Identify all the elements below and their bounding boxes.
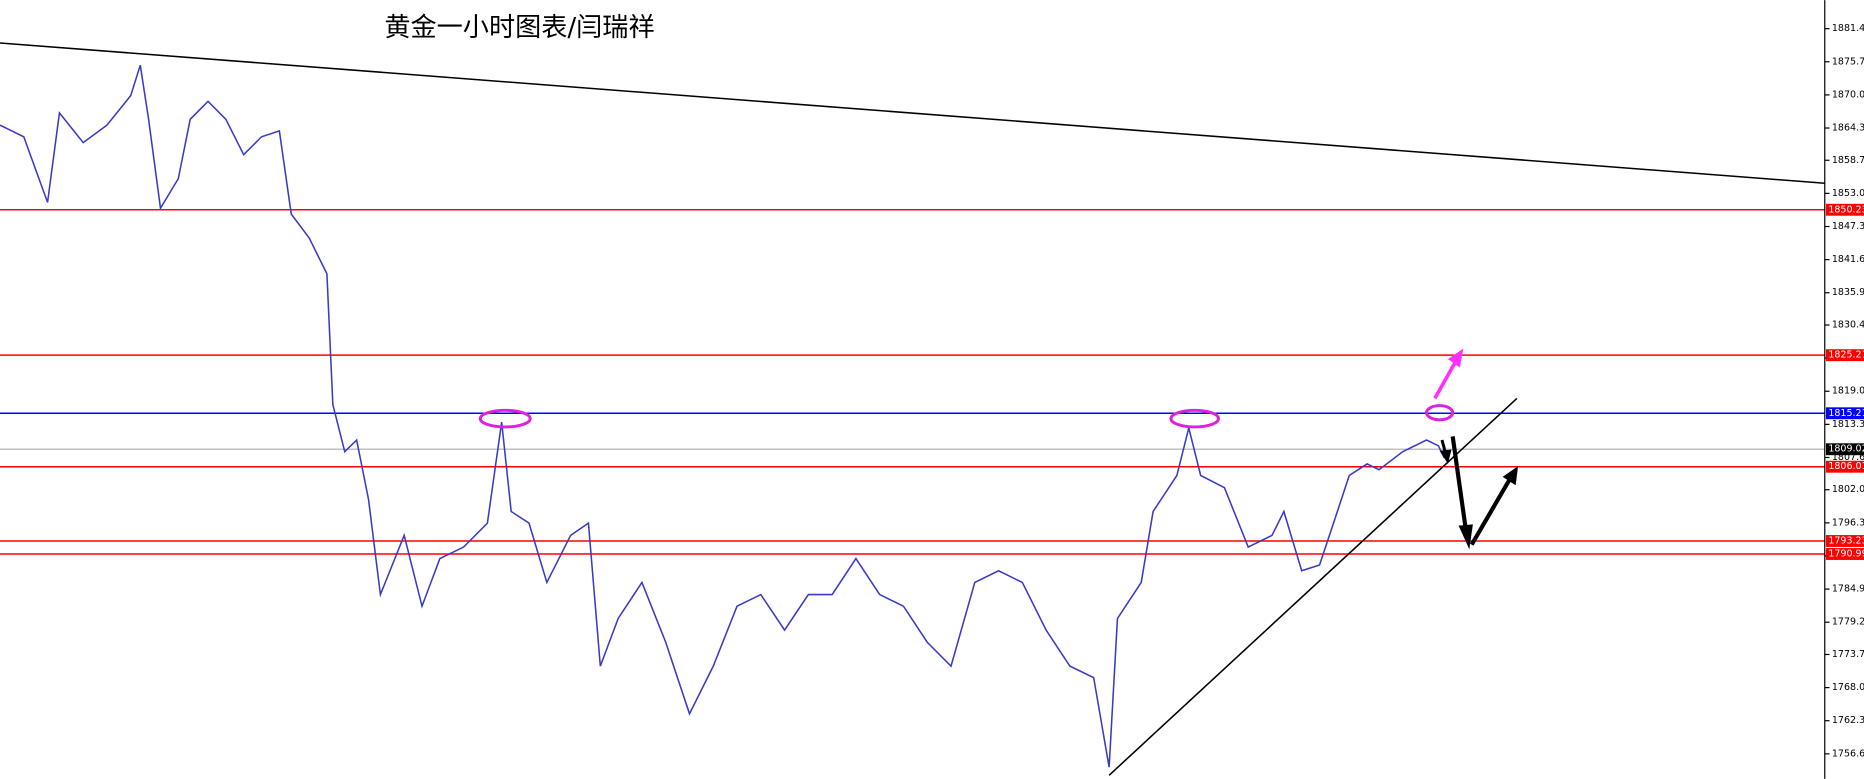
price-tag-label: 1790.99: [1828, 549, 1864, 560]
price-tag-label: 1793.23: [1828, 535, 1864, 546]
high-marker: [478, 408, 532, 429]
up-arrow: [1469, 478, 1512, 546]
price-tag: [1825, 535, 1864, 547]
y-tick-label: 1841.65: [1832, 254, 1864, 265]
down-arrow: [1450, 436, 1468, 530]
y-tick-label: 1802.05: [1832, 484, 1864, 495]
price-tag-label: 1806.01: [1828, 461, 1864, 472]
y-tick-label: 1864.30: [1832, 123, 1864, 134]
arrow-head: [1447, 348, 1464, 368]
axis-labels: 1881.40 1875.70 1870.00 1864.30 1858.75 1853.…: [1824, 23, 1864, 759]
price-tag-label: 1815.21: [1828, 408, 1864, 419]
price-tag: [1825, 407, 1864, 420]
y-tick-label: 1762.30: [1832, 715, 1864, 726]
price-line: [0, 64, 1446, 768]
down-trendline: [0, 42, 1825, 185]
y-tick-label: 1807.60: [1832, 452, 1864, 463]
price-tag: [1825, 548, 1864, 560]
y-tick-label: 1875.70: [1832, 56, 1864, 67]
y-tick-label: 1768.00: [1832, 682, 1864, 693]
y-tick-label: 1819.00: [1832, 386, 1864, 397]
y-tick-label: 1796.35: [1832, 517, 1864, 528]
arrow-head: [1439, 449, 1452, 464]
price-tag-label: 1809.02: [1828, 444, 1864, 455]
up-arrow: [1433, 359, 1458, 400]
price-tag: [1825, 203, 1864, 216]
y-tick-label: 1830.40: [1832, 320, 1864, 331]
arrow-head: [1458, 524, 1473, 550]
high-marker: [1169, 408, 1220, 429]
y-tick-label: 1779.25: [1832, 617, 1864, 628]
y-tick-label: 1881.40: [1832, 23, 1864, 34]
y-tick-label: 1847.35: [1832, 221, 1864, 232]
y-tick-label: 1784.95: [1832, 584, 1864, 595]
y-tick-label: 1870.00: [1832, 89, 1864, 100]
y-tick-label: 1853.05: [1832, 188, 1864, 199]
price-tag-label: 1850.23: [1828, 204, 1864, 215]
up-trendline: [1108, 397, 1518, 776]
price-tag: [1825, 443, 1864, 456]
price-tag-label: 1825.21: [1828, 350, 1864, 361]
y-tick-label: 1835.95: [1832, 287, 1864, 298]
y-tick-label: 1813.30: [1832, 419, 1864, 430]
chart-title: 黄金一小时图表/闫瑞祥: [384, 13, 654, 43]
price-tag: [1825, 349, 1864, 362]
high-marker: [1425, 404, 1455, 422]
arrow-head: [1502, 466, 1519, 486]
y-tick-label: 1858.75: [1832, 155, 1864, 166]
y-tick-label: 1773.70: [1832, 649, 1864, 660]
plot-area: [0, 64, 1825, 768]
price-tag: [1825, 460, 1864, 473]
y-tick-label: 1756.60: [1832, 748, 1864, 759]
